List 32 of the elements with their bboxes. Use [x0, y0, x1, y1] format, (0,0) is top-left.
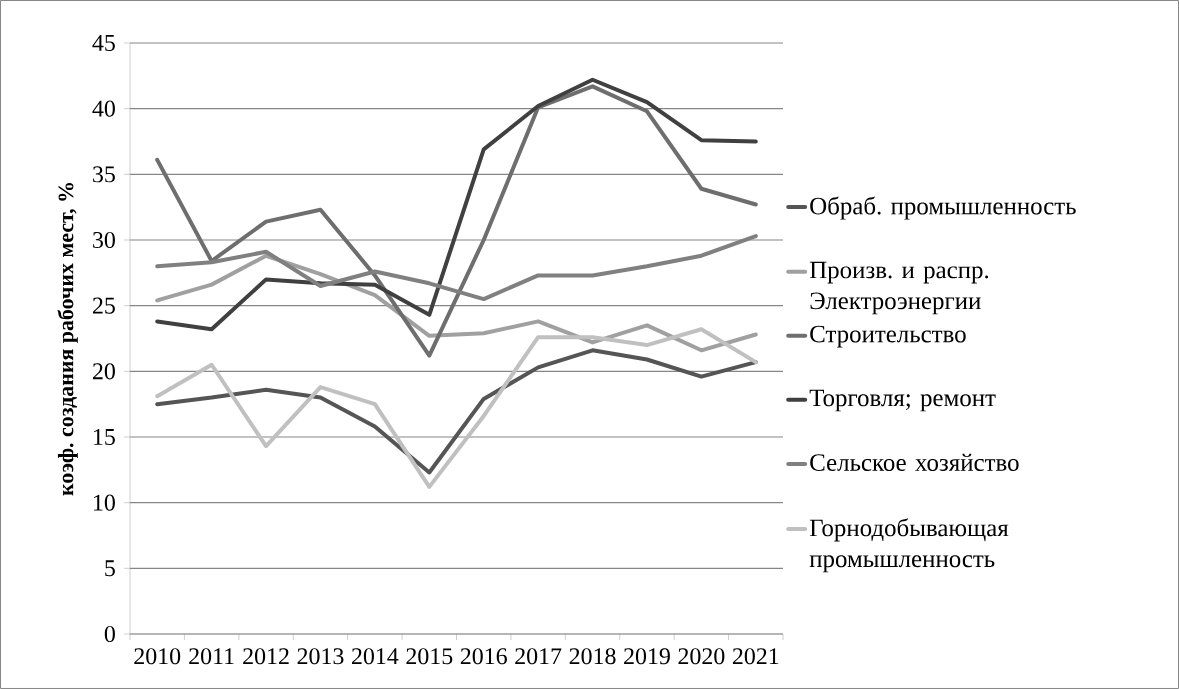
y-tick-label: 45	[92, 35, 115, 51]
x-tick-label: 2016	[460, 648, 507, 665]
x-tick-label: 2018	[569, 648, 616, 665]
y-tick-label: 0	[104, 625, 115, 643]
y-tick-label: 35	[93, 166, 115, 183]
y-tick-label: 10	[94, 494, 115, 511]
y-tick-label: 5	[105, 560, 115, 577]
y-tick-label: 40	[92, 100, 115, 117]
x-tick-label: 2013	[297, 648, 344, 665]
x-tick-label: 2014	[352, 648, 399, 665]
x-tick-label: 2021	[732, 648, 779, 665]
line-series	[155, 348, 758, 475]
legend-label: Торговля; ремонт	[809, 389, 996, 412]
x-tick-label: 2019	[624, 648, 670, 665]
line-series	[155, 327, 758, 489]
x-tick-label: 2020	[678, 648, 725, 665]
legend-label: Обраб. промышленность	[810, 196, 1076, 220]
y-tick-label: 20	[92, 363, 115, 380]
y-tick-label: 15	[94, 428, 115, 445]
y-tick-label: 30	[93, 231, 115, 249]
x-tick-label: 2011	[189, 648, 234, 665]
legend-label: Строительство	[810, 325, 966, 348]
legend-label: Произв. и распр. Электроэнергии	[809, 261, 989, 315]
line-series	[155, 234, 758, 302]
x-tick-label: 2010	[134, 648, 181, 665]
legend-label: Сельское хозяйство	[810, 453, 1019, 471]
y-tick-label: 25	[92, 297, 115, 314]
y-axis-title: коэф. создания рабочих мест, %	[57, 183, 78, 496]
legend-label: Горнодобывающая промышленность	[809, 518, 1009, 573]
x-tick-label: 2015	[406, 648, 453, 665]
x-tick-label: 2017	[515, 648, 562, 665]
x-tick-label: 2012	[243, 648, 289, 665]
